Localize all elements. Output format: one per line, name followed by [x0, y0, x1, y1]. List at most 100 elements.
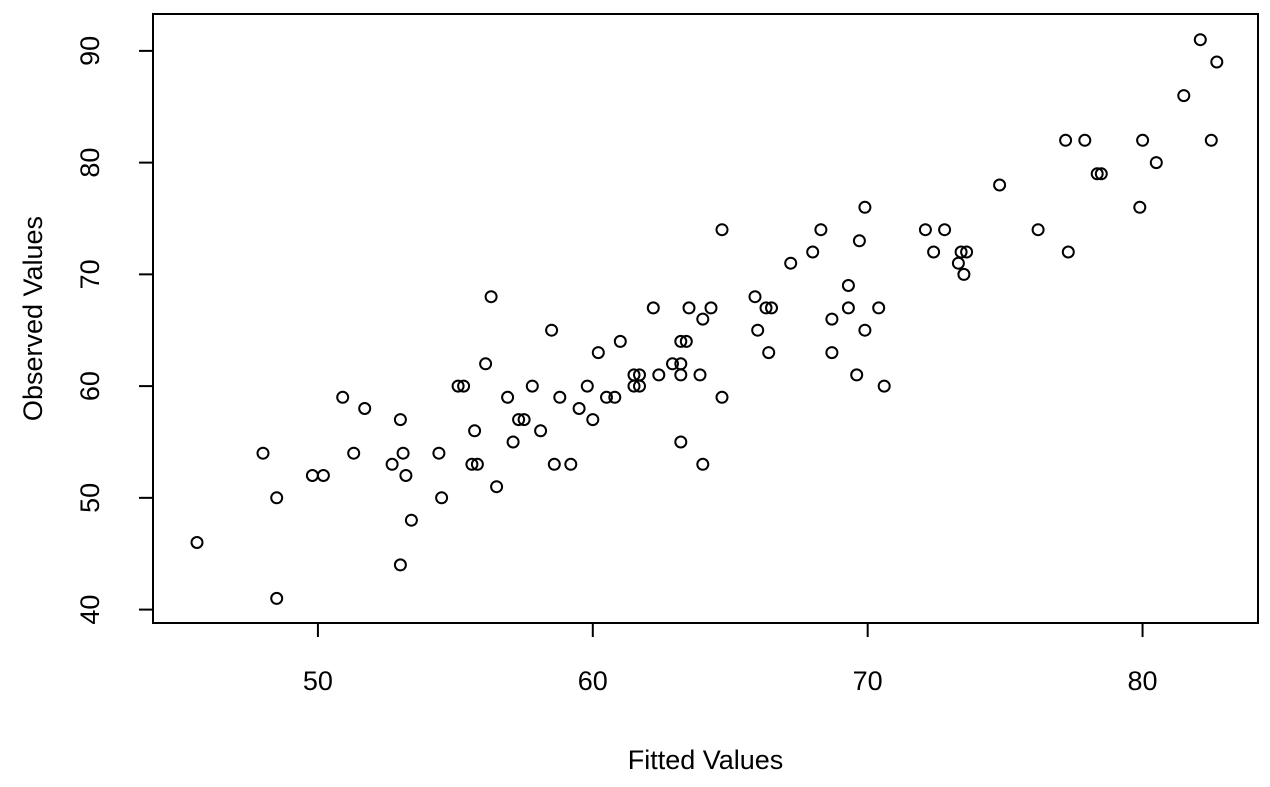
data-point: [957, 267, 971, 281]
data-point: [748, 290, 762, 304]
data-point: [852, 234, 866, 248]
data-point: [512, 413, 526, 427]
data-point: [627, 379, 641, 393]
data-point: [270, 491, 284, 505]
data-point: [525, 379, 539, 393]
data-point: [1078, 133, 1092, 147]
data-point: [553, 390, 567, 404]
data-point: [646, 301, 660, 315]
data-point: [393, 558, 407, 572]
data-point: [682, 301, 696, 315]
data-point: [600, 390, 613, 404]
y-axis-label: Observed Values: [18, 216, 48, 421]
data-point: [586, 413, 600, 427]
data-point: [693, 368, 707, 382]
data-point: [1149, 156, 1163, 170]
data-point: [633, 379, 646, 393]
data-point: [762, 346, 776, 360]
data-point: [545, 323, 559, 337]
y-tick-label: 80: [75, 148, 105, 178]
y-tick-label: 90: [75, 36, 105, 66]
data-point: [877, 379, 891, 393]
data-point: [572, 402, 586, 415]
data-point: [468, 424, 482, 438]
data-point: [841, 301, 855, 315]
x-tick-label: 70: [853, 666, 883, 696]
data-point: [872, 301, 886, 315]
x-axis-ticks: [316, 623, 1144, 637]
data-point: [715, 223, 729, 237]
data-point: [938, 223, 952, 237]
data-point: [190, 536, 204, 549]
data-point: [715, 390, 729, 404]
data-point: [435, 491, 449, 505]
data-point: [393, 413, 407, 427]
data-point: [1177, 89, 1191, 103]
data-point: [1094, 167, 1108, 181]
data-point: [547, 457, 561, 471]
x-tick-label: 60: [578, 666, 608, 696]
data-point: [608, 390, 622, 404]
data-point: [484, 290, 498, 304]
data-point: [506, 435, 520, 449]
data-point: [385, 457, 399, 471]
data-point: [696, 457, 710, 471]
data-point: [1061, 245, 1075, 259]
data-point: [470, 457, 484, 471]
data-point: [580, 379, 594, 393]
data-point: [347, 446, 361, 460]
data-point: [674, 435, 688, 449]
data-point: [336, 390, 350, 404]
data-point: [316, 469, 330, 482]
data-point: [465, 457, 479, 471]
data-point: [457, 379, 471, 393]
data-point: [396, 446, 410, 460]
data-point: [399, 469, 413, 482]
data-point: [1133, 200, 1147, 214]
x-axis-tick-labels: 50 60 70 80: [303, 666, 1158, 696]
data-point: [918, 223, 932, 237]
data-point: [765, 301, 778, 315]
y-axis-tick-labels: 40 50 60 70 80 90: [75, 36, 105, 625]
data-point: [858, 200, 872, 214]
data-point: [432, 446, 446, 460]
data-point: [759, 301, 773, 315]
data-point: [1193, 33, 1207, 47]
data-point: [841, 279, 855, 292]
data-point: [652, 368, 666, 382]
data-point: [501, 390, 515, 404]
plot-box: [152, 13, 1259, 624]
data-point: [1204, 133, 1218, 147]
y-tick-label: 50: [75, 483, 105, 513]
data-point: [858, 323, 872, 337]
data-point: [825, 312, 839, 326]
data-point: [479, 357, 493, 371]
data-point: [704, 301, 718, 315]
data-point: [564, 457, 578, 471]
data-point: [679, 334, 693, 348]
y-tick-label: 70: [75, 259, 105, 289]
y-axis-ticks: [139, 49, 153, 611]
data-point: [850, 368, 864, 382]
data-point: [674, 334, 688, 348]
data-point: [784, 256, 798, 270]
data-point: [490, 480, 504, 494]
data-point: [993, 178, 1007, 192]
data-point: [1090, 167, 1104, 181]
x-tick-label: 80: [1128, 666, 1158, 696]
data-point: [696, 312, 710, 326]
data-points: [190, 33, 1224, 605]
data-point: [806, 245, 820, 259]
data-point: [256, 446, 270, 460]
data-point: [1059, 133, 1073, 147]
data-point: [404, 513, 418, 527]
data-point: [270, 591, 284, 605]
data-point: [751, 323, 765, 337]
data-point: [358, 402, 372, 415]
data-point: [825, 346, 839, 360]
x-axis-label: Fitted Values: [628, 745, 784, 775]
data-point: [1210, 55, 1224, 69]
y-tick-label: 60: [75, 371, 105, 401]
